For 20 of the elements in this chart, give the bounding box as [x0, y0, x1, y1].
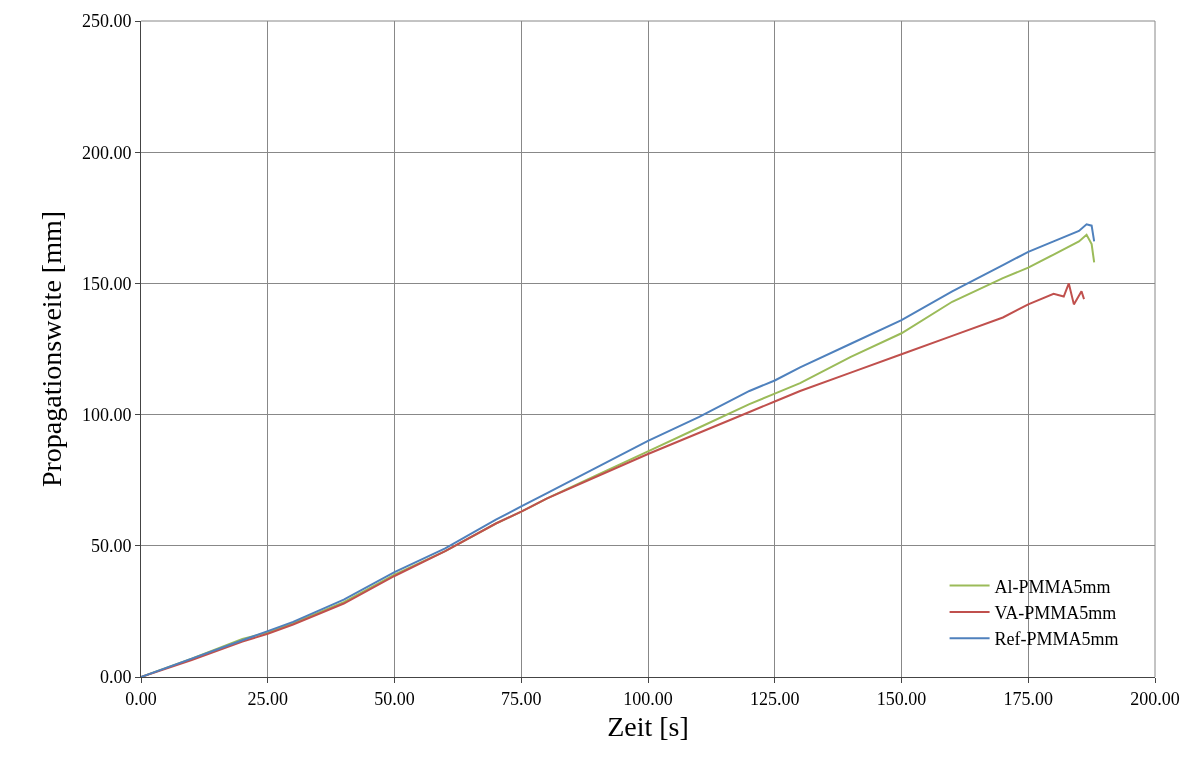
x-tick-label: 125.00 [750, 688, 800, 709]
x-tick-label: 100.00 [623, 688, 673, 709]
legend-label: Al-PMMA5mm [994, 576, 1111, 597]
y-tick-label: 50.00 [90, 536, 132, 557]
x-tick-label: 150.00 [876, 688, 927, 709]
x-tick-label: 200.00 [1130, 688, 1180, 709]
legend-label: VA-PMMA5mm [994, 602, 1117, 623]
x-axis-title: Zeit [s] [607, 710, 689, 742]
x-tick-label: 25.00 [247, 688, 288, 709]
y-tick-label: 0.00 [99, 667, 132, 688]
x-tick-label: 75.00 [501, 688, 542, 709]
legend-label: Ref-PMMA5mm [994, 629, 1119, 650]
x-tick-label: 50.00 [374, 688, 415, 709]
y-tick-label: 200.00 [81, 142, 132, 163]
y-axis-title: Propagationsweite [mm] [35, 210, 67, 488]
y-tick-label: 150.00 [81, 273, 132, 294]
x-tick-label: 0.00 [125, 688, 157, 709]
x-tick-label: 175.00 [1003, 688, 1053, 709]
y-tick-label: 250.00 [81, 11, 132, 32]
y-tick-label: 100.00 [81, 404, 132, 425]
